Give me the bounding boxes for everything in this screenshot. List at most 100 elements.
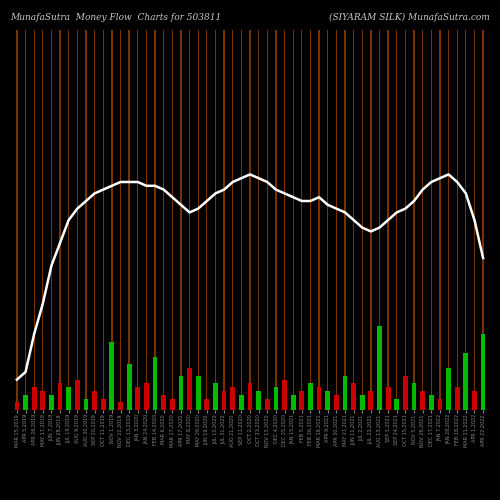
Bar	[101, 398, 105, 410]
Bar	[274, 387, 278, 410]
Bar	[353, 30, 354, 410]
Bar	[144, 384, 149, 410]
Bar	[32, 387, 36, 410]
Bar	[111, 30, 112, 410]
Bar	[120, 30, 121, 410]
Bar	[66, 387, 71, 410]
Bar	[336, 30, 337, 410]
Bar	[240, 30, 242, 410]
Bar	[265, 398, 270, 410]
Bar	[187, 368, 192, 410]
Bar	[318, 30, 320, 410]
Bar	[213, 384, 218, 410]
Bar	[379, 30, 380, 410]
Bar	[16, 30, 18, 410]
Bar	[422, 30, 424, 410]
Bar	[438, 398, 442, 410]
Bar	[404, 30, 406, 410]
Bar	[172, 30, 173, 410]
Bar	[386, 387, 390, 410]
Bar	[23, 395, 28, 410]
Bar	[215, 30, 216, 410]
Bar	[368, 391, 373, 410]
Bar	[180, 30, 182, 410]
Bar	[342, 376, 347, 410]
Bar	[291, 395, 296, 410]
Bar	[334, 395, 338, 410]
Bar	[448, 30, 449, 410]
Bar	[282, 380, 287, 410]
Bar	[377, 326, 382, 410]
Bar	[189, 30, 190, 410]
Bar	[206, 30, 208, 410]
Bar	[370, 30, 372, 410]
Bar	[34, 30, 35, 410]
Bar	[394, 398, 399, 410]
Bar	[40, 391, 45, 410]
Bar	[429, 395, 434, 410]
Bar	[430, 30, 432, 410]
Bar	[204, 398, 209, 410]
Bar	[76, 30, 78, 410]
Bar	[396, 30, 398, 410]
Bar	[456, 30, 458, 410]
Bar	[94, 30, 96, 410]
Text: (SIYARAM SILK) MunafaSutra.com: (SIYARAM SILK) MunafaSutra.com	[329, 12, 490, 22]
Bar	[51, 30, 52, 410]
Bar	[84, 398, 88, 410]
Bar	[110, 342, 114, 410]
Bar	[446, 368, 451, 410]
Bar	[137, 30, 138, 410]
Bar	[292, 30, 294, 410]
Bar	[266, 30, 268, 410]
Bar	[170, 398, 174, 410]
Text: MunafaSutra  Money Flow  Charts for 503811: MunafaSutra Money Flow Charts for 503811	[10, 12, 221, 22]
Bar	[68, 30, 70, 410]
Bar	[58, 384, 62, 410]
Bar	[420, 391, 425, 410]
Bar	[403, 376, 408, 410]
Bar	[42, 30, 43, 410]
Bar	[163, 30, 164, 410]
Bar	[327, 30, 328, 410]
Bar	[222, 391, 226, 410]
Bar	[344, 30, 346, 410]
Bar	[472, 391, 477, 410]
Bar	[474, 30, 475, 410]
Bar	[152, 357, 158, 410]
Bar	[146, 30, 147, 410]
Bar	[308, 384, 313, 410]
Bar	[49, 395, 54, 410]
Bar	[248, 384, 252, 410]
Bar	[154, 30, 156, 410]
Bar	[198, 30, 199, 410]
Bar	[25, 30, 26, 410]
Bar	[127, 364, 132, 410]
Bar	[239, 395, 244, 410]
Bar	[351, 384, 356, 410]
Bar	[464, 353, 468, 410]
Bar	[162, 395, 166, 410]
Bar	[75, 380, 80, 410]
Bar	[310, 30, 311, 410]
Bar	[196, 376, 200, 410]
Bar	[362, 30, 363, 410]
Bar	[178, 376, 184, 410]
Bar	[455, 387, 460, 410]
Bar	[301, 30, 302, 410]
Bar	[258, 30, 260, 410]
Bar	[360, 395, 364, 410]
Bar	[316, 387, 322, 410]
Bar	[412, 384, 416, 410]
Bar	[284, 30, 285, 410]
Bar	[326, 391, 330, 410]
Bar	[388, 30, 389, 410]
Bar	[465, 30, 466, 410]
Bar	[480, 334, 486, 410]
Bar	[230, 387, 235, 410]
Bar	[232, 30, 234, 410]
Bar	[256, 391, 261, 410]
Bar	[118, 402, 123, 410]
Bar	[102, 30, 104, 410]
Bar	[136, 387, 140, 410]
